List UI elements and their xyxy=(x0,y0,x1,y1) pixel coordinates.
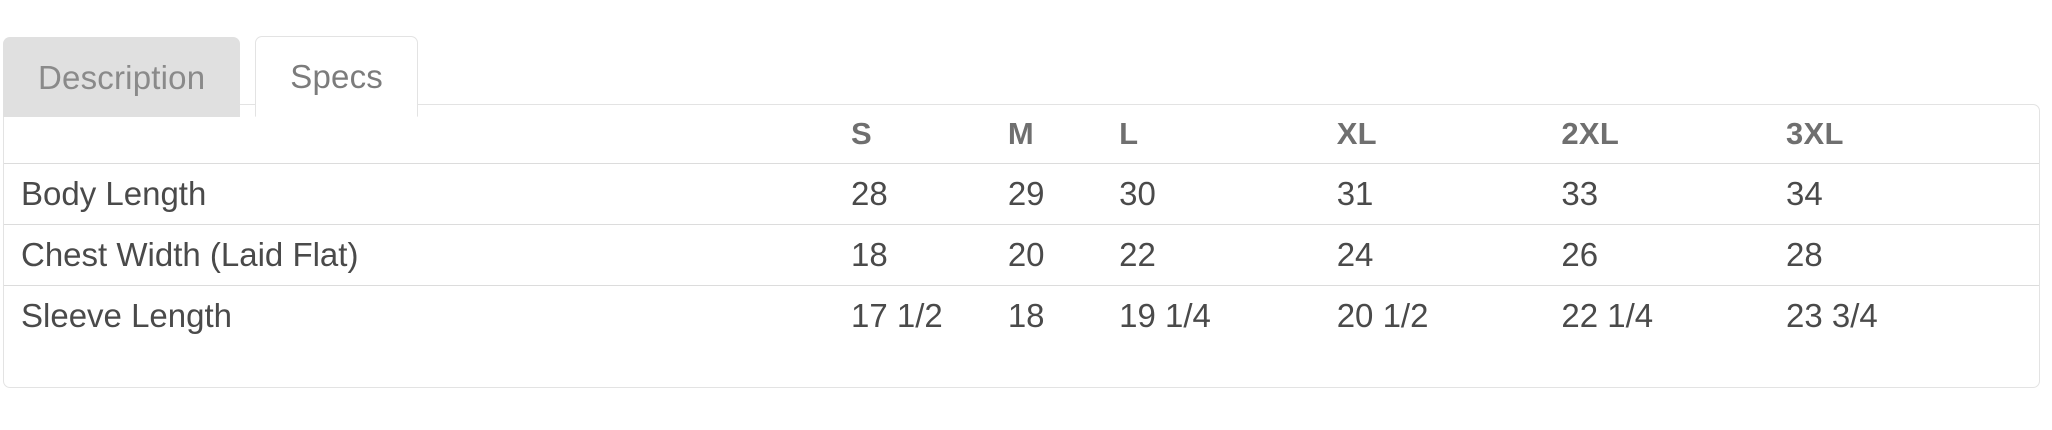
cell-body-length-m: 29 xyxy=(1007,175,1045,212)
specs-table-body: Body Length 28 29 30 31 33 34 Chest Widt… xyxy=(4,163,2039,347)
cell-chest-width-3xl: 28 xyxy=(1785,236,1823,273)
cell-chest-width-s: 18 xyxy=(850,236,888,273)
cell-sleeve-length-l: 19 1/4 xyxy=(1119,297,1211,334)
column-header-2xl: 2XL xyxy=(1561,116,1620,151)
cell-body-length-xl: 31 xyxy=(1336,175,1374,212)
row-label-body-length: Body Length xyxy=(21,175,207,212)
cell-body-length-3xl: 34 xyxy=(1785,175,1823,212)
cell-chest-width-m: 20 xyxy=(1007,236,1045,273)
cell-sleeve-length-m: 18 xyxy=(1007,297,1045,334)
specs-table-head: S M L XL 2XL 3XL xyxy=(4,105,2039,164)
column-header-m: M xyxy=(1007,116,1034,151)
table-row: Body Length 28 29 30 31 33 34 xyxy=(4,163,2039,225)
tab-specs[interactable]: Specs xyxy=(255,36,418,117)
cell-chest-width-l: 22 xyxy=(1119,236,1156,273)
cell-sleeve-length-xl: 20 1/2 xyxy=(1336,297,1429,334)
row-label-chest-width: Chest Width (Laid Flat) xyxy=(21,236,359,273)
table-row: Sleeve Length 17 1/2 18 19 1/4 20 1/2 22… xyxy=(4,285,2039,347)
cell-sleeve-length-2xl: 22 1/4 xyxy=(1561,297,1654,334)
cell-body-length-l: 30 xyxy=(1119,175,1156,212)
column-header-xl: XL xyxy=(1336,116,1377,151)
tab-description-label: Description xyxy=(38,58,206,96)
specs-table: S M L XL 2XL 3XL Body Length 28 29 30 31… xyxy=(4,105,2039,346)
cell-chest-width-xl: 24 xyxy=(1336,236,1374,273)
specs-tab-panel: S M L XL 2XL 3XL Body Length 28 29 30 31… xyxy=(3,104,2040,388)
tab-description[interactable]: Description xyxy=(3,37,241,117)
column-header-3xl: 3XL xyxy=(1785,116,1844,151)
row-label-sleeve-length: Sleeve Length xyxy=(21,297,233,334)
cell-chest-width-2xl: 26 xyxy=(1561,236,1599,273)
column-header-l: L xyxy=(1119,116,1139,151)
column-header-s: S xyxy=(850,116,872,151)
tab-specs-label: Specs xyxy=(290,57,383,95)
specs-table-header-row: S M L XL 2XL 3XL xyxy=(4,105,2039,164)
tab-strip: Description Specs xyxy=(3,24,418,117)
table-row: Chest Width (Laid Flat) 18 20 22 24 26 2… xyxy=(4,224,2039,286)
cell-sleeve-length-s: 17 1/2 xyxy=(850,297,943,334)
cell-body-length-s: 28 xyxy=(850,175,888,212)
cell-sleeve-length-3xl: 23 3/4 xyxy=(1785,297,1878,334)
cell-body-length-2xl: 33 xyxy=(1561,175,1599,212)
